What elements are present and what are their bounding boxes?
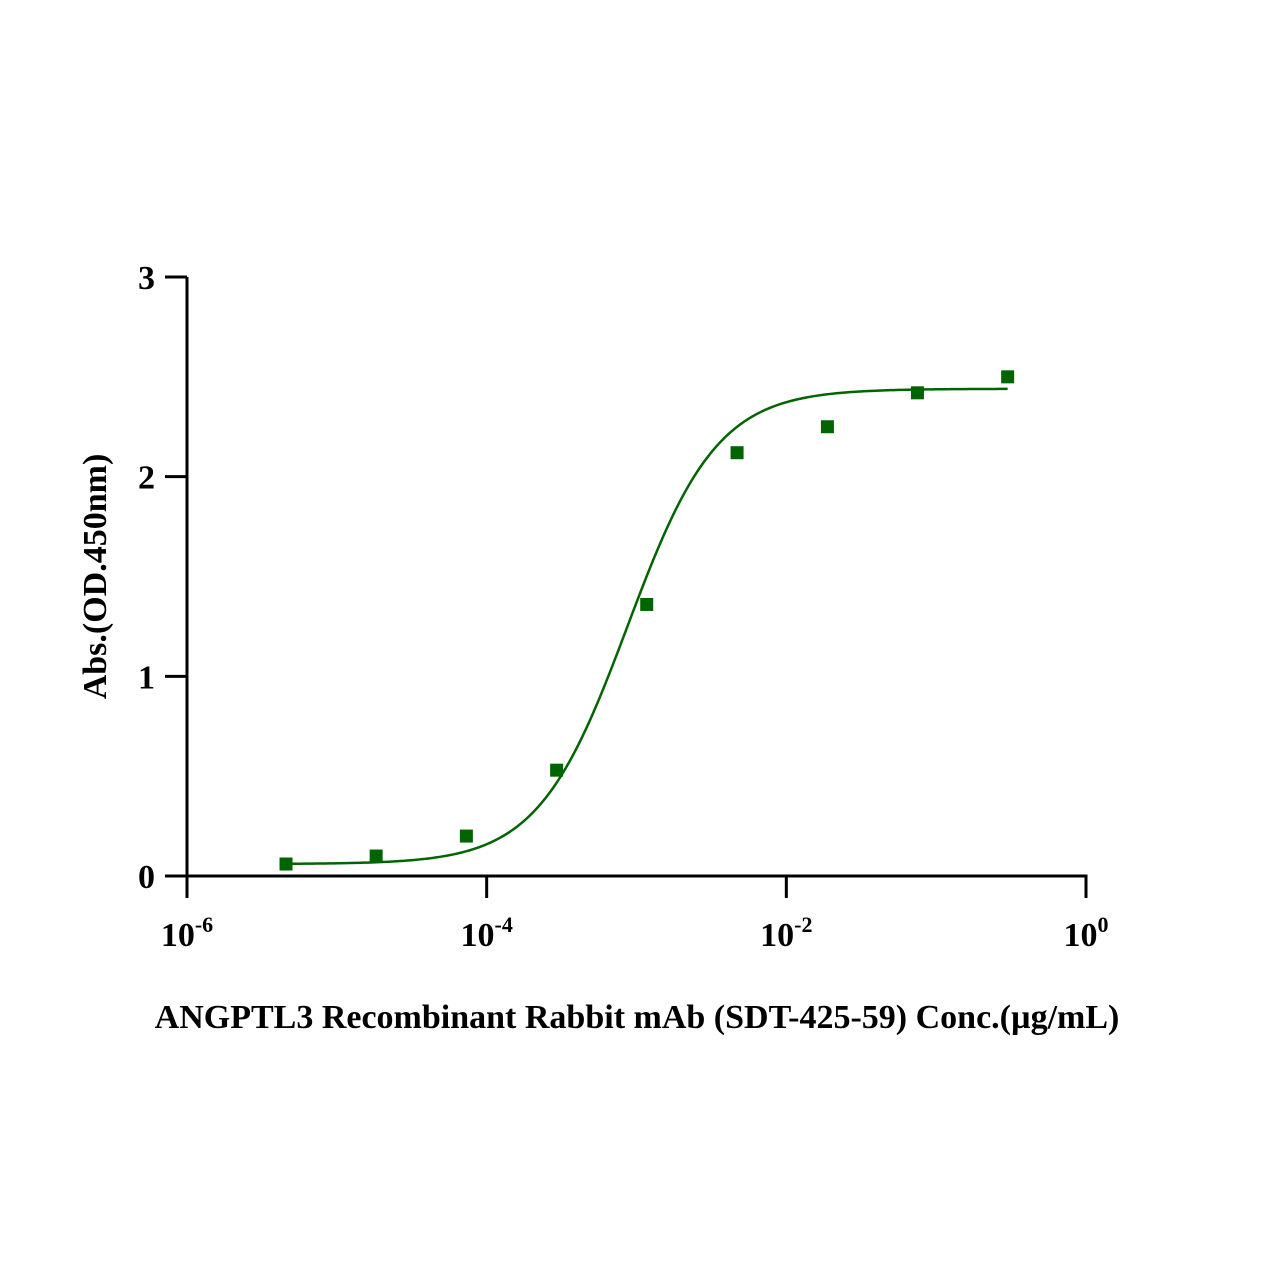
data-point bbox=[459, 829, 473, 843]
data-point bbox=[369, 849, 383, 863]
tick-labels-group: 0 1 2 3 10-6 10-4 10-2 100 bbox=[138, 260, 1109, 954]
data-point bbox=[820, 420, 834, 434]
fit-curve-line bbox=[286, 387, 1008, 866]
data-point bbox=[730, 446, 744, 460]
data-point bbox=[279, 857, 293, 871]
data-point bbox=[640, 597, 654, 611]
x-axis-title: ANGPTL3 Recombinant Rabbit mAb (SDT-425-… bbox=[155, 999, 1120, 1036]
fit-curve-group bbox=[286, 387, 1008, 866]
x-tick-label: 10-2 bbox=[760, 912, 812, 954]
y-tick-label: 2 bbox=[138, 460, 155, 497]
x-tick-label: 10-6 bbox=[161, 912, 213, 954]
data-point bbox=[550, 763, 564, 777]
y-tick-label: 0 bbox=[138, 859, 155, 896]
axes-group bbox=[165, 275, 1088, 898]
y-axis-title: Abs.(OD.450nm) bbox=[77, 454, 114, 700]
data-point bbox=[910, 386, 924, 400]
data-points-group bbox=[279, 370, 1015, 871]
y-tick-label: 3 bbox=[138, 260, 155, 297]
x-tick-label: 10-4 bbox=[461, 912, 513, 954]
y-tick-label: 1 bbox=[138, 659, 155, 696]
x-tick-label: 100 bbox=[1064, 912, 1109, 954]
data-point bbox=[1001, 370, 1015, 384]
